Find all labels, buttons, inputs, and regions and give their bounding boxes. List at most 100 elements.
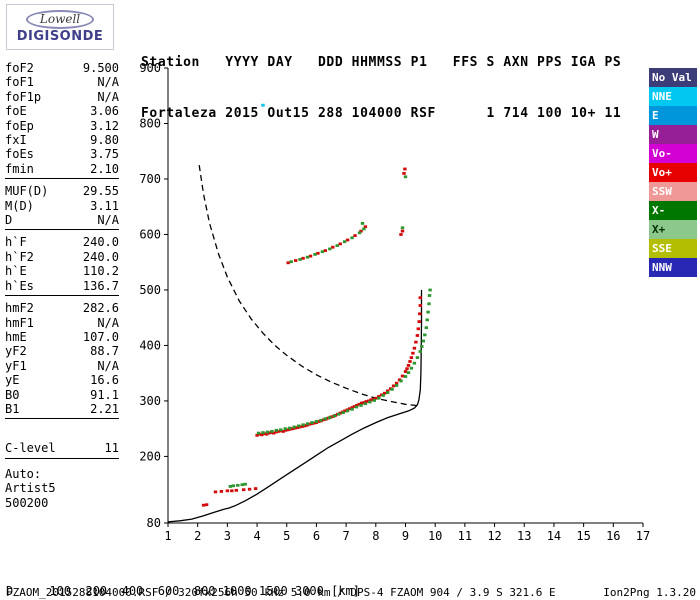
series-f-trace-x-mode <box>256 288 432 435</box>
legend-item-vo-: Vo- <box>649 144 697 163</box>
parameter-label: foEs <box>5 147 34 162</box>
parameter-label: foF2 <box>5 61 34 75</box>
parameter-label: yF1 <box>5 358 27 373</box>
parameter-label: h`E <box>5 264 27 279</box>
parameter-label: M(D) <box>5 198 34 213</box>
svg-text:5: 5 <box>283 529 290 543</box>
legend-item-no-val: No Val <box>649 68 697 87</box>
parameter-label: h`F2 <box>5 249 34 264</box>
parameter-label: MUF(D) <box>5 184 49 199</box>
svg-text:2: 2 <box>194 529 201 543</box>
legend-item-vo+: Vo+ <box>649 163 697 182</box>
parameter-row: yF1 N/A <box>5 359 119 373</box>
parameter-group: foF2 9.500 foF1 N/A foF1p N/A foE 3.06 foEp 3.12 f… <box>5 61 119 180</box>
parameter-label: Artist5 <box>5 481 56 496</box>
parameter-label: fmin <box>5 161 34 176</box>
logo-wordmark: DIGISONDE <box>16 29 104 44</box>
parameter-label: hmF1 <box>5 315 34 330</box>
svg-text:800: 800 <box>140 116 161 130</box>
parameter-row: hmF1 N/A <box>5 316 119 330</box>
parameter-row: MUF(D) 29.55 <box>5 184 119 198</box>
parameter-value: N/A <box>97 358 119 373</box>
parameter-label: B1 <box>5 401 20 416</box>
parameter-label: 500200 <box>5 495 49 510</box>
legend-item-x+: X+ <box>649 220 697 239</box>
parameter-group: Auto: Artist5 500200 <box>5 467 119 512</box>
parameter-label: C-level <box>5 441 56 456</box>
svg-text:600: 600 <box>140 227 161 241</box>
parameter-row: foE 3.06 <box>5 104 119 118</box>
parameter-value: 9.80 <box>90 133 119 148</box>
parameter-label: hmF2 <box>5 301 34 316</box>
series-f-trace-o-mode <box>255 296 422 437</box>
parameter-value: N/A <box>97 315 119 330</box>
svg-text:8: 8 <box>372 529 379 543</box>
parameter-row: h`Es 136.7 <box>5 279 119 293</box>
parameter-row: hmE 107.0 <box>5 330 119 344</box>
axes <box>164 67 644 527</box>
svg-text:300: 300 <box>140 394 161 408</box>
parameter-label: B0 <box>5 387 20 402</box>
parameter-row: yE 16.6 <box>5 373 119 387</box>
parameter-row: B0 91.1 <box>5 388 119 402</box>
lowell-digisonde-logo: Lowell DIGISONDE <box>6 4 114 50</box>
parameter-group: hmF2 282.6 hmF1 N/A hmE 107.0 yF2 88.7 yF1 N/A yE 1… <box>5 301 119 420</box>
parameter-row: foEs 3.75 <box>5 147 119 161</box>
svg-text:1: 1 <box>164 529 171 543</box>
parameter-row: foF1p N/A <box>5 90 119 104</box>
parameter-row: 500200 <box>5 496 119 510</box>
file-info: FZAOM_2015288104000.RSF / 320fx256h 50 k… <box>6 586 556 599</box>
svg-text:17: 17 <box>636 529 650 543</box>
svg-text:9: 9 <box>402 529 409 543</box>
series-noise-echo-nne <box>261 103 265 107</box>
ionogram-svg: 1 2 3 4 5 6 7 8 9 10 11 12 13 14 15 16 17802003004005006… <box>140 61 650 543</box>
svg-text:15: 15 <box>576 529 590 543</box>
parameter-value: 88.7 <box>90 344 119 359</box>
svg-text:400: 400 <box>140 338 161 352</box>
parameter-value: 9.500 <box>82 61 119 75</box>
svg-text:13: 13 <box>517 529 531 543</box>
parameter-row: D N/A <box>5 213 119 227</box>
legend-item-x-: X- <box>649 201 697 220</box>
header-field-values: Fortaleza 2015 Out15 288 104000 RSF 1 71… <box>141 106 622 121</box>
parameter-label: foE <box>5 104 27 119</box>
parameter-group: C-level 11 <box>5 441 119 459</box>
station-header: Station YYYY DAY DDD HHMMSS P1 FFS S AXN… <box>141 20 621 156</box>
svg-text:16: 16 <box>606 529 620 543</box>
svg-text:500: 500 <box>140 283 161 297</box>
status-line: FZAOM_2015288104000.RSF / 320fx256h 50 k… <box>6 586 696 599</box>
parameter-row: Artist5 <box>5 481 119 495</box>
parameter-label: h`F <box>5 235 27 250</box>
parameter-row: hmF2 282.6 <box>5 301 119 315</box>
parameter-row: M(D) 3.11 <box>5 199 119 213</box>
svg-text:80: 80 <box>147 516 161 530</box>
parameter-row: h`F2 240.0 <box>5 250 119 264</box>
parameter-row: h`E 110.2 <box>5 264 119 278</box>
parameter-value: N/A <box>97 89 119 104</box>
parameter-row: fxI 9.80 <box>5 133 119 147</box>
parameter-value: 3.11 <box>90 198 119 213</box>
parameter-label: Auto: <box>5 466 42 481</box>
parameter-value: 2.21 <box>90 401 119 416</box>
parameter-group: MUF(D) 29.55 M(D) 3.11 D N/A <box>5 184 119 231</box>
parameter-label: hmE <box>5 329 27 344</box>
series-electron-density-profile <box>167 290 423 523</box>
legend-item-w: W <box>649 125 697 144</box>
parameter-group: h`F 240.0 h`F2 240.0 h`E 110.2 h`Es 136.7 <box>5 235 119 297</box>
series-es-trace-o-mode <box>201 487 258 507</box>
parameter-row: h`F 240.0 <box>5 235 119 249</box>
parameter-label: D <box>5 213 13 228</box>
parameter-label: foEp <box>5 118 34 133</box>
legend-item-e: E <box>649 106 697 125</box>
parameter-value: 2.10 <box>90 161 119 176</box>
parameter-label: foF1p <box>5 89 42 104</box>
parameter-value: 136.7 <box>82 278 119 293</box>
parameter-value: N/A <box>97 75 119 90</box>
parameter-label: fxI <box>5 133 27 148</box>
legend-item-ssw: SSW <box>649 182 697 201</box>
svg-text:4: 4 <box>253 529 260 543</box>
parameter-row: Auto: <box>5 467 119 481</box>
legend-item-nnw: NNW <box>649 258 697 277</box>
series-second-hop-o-mode <box>286 167 407 265</box>
